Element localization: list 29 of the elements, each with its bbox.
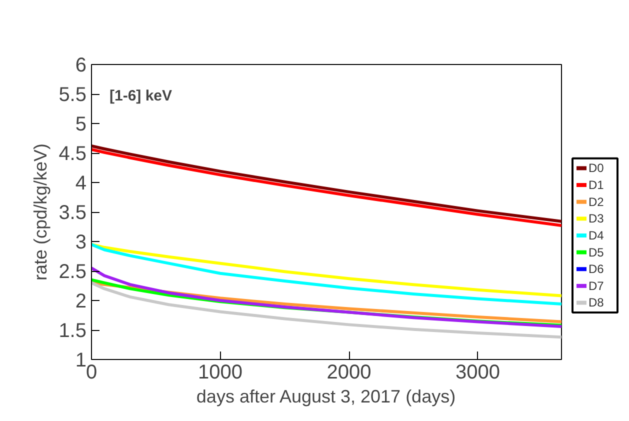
y-tick-label: 4	[75, 172, 86, 194]
line-series	[92, 266, 562, 328]
legend-label: D6	[588, 262, 604, 276]
legend-label: D3	[588, 212, 604, 226]
legend-label: D1	[588, 178, 604, 192]
x-tick-label: 0	[86, 362, 98, 384]
y-axis-title: rate (cpd/kg/keV)	[30, 143, 51, 281]
y-tick-label: 3.5	[58, 202, 87, 224]
y-tick-label: 5	[75, 114, 86, 136]
y-tick-label: 4.5	[58, 143, 87, 165]
legend-label: D0	[588, 161, 604, 176]
legend-label: D8	[588, 296, 604, 310]
x-tick-label: 2000	[326, 362, 372, 384]
annotation: [1-6] keV	[110, 88, 172, 104]
x-tick-label: 1000	[198, 362, 243, 384]
y-tick-label: 1	[75, 350, 86, 372]
x-tick-label: 3000	[456, 362, 500, 384]
legend-label: D4	[588, 228, 604, 242]
legend-label: D2	[588, 194, 604, 209]
legend-label: D7	[588, 278, 604, 293]
legend-label: D5	[588, 245, 604, 260]
y-tick-label: 2	[75, 290, 86, 312]
y-tick-label: 6	[75, 54, 86, 76]
y-tick-label: 1.5	[58, 320, 87, 342]
y-tick-label: 3	[75, 232, 86, 254]
y-tick-label: 5.5	[58, 84, 87, 106]
line-series	[92, 281, 562, 339]
y-tick-label: 2.5	[58, 261, 87, 283]
x-axis-title: days after August 3, 2017 (days)	[196, 386, 456, 406]
